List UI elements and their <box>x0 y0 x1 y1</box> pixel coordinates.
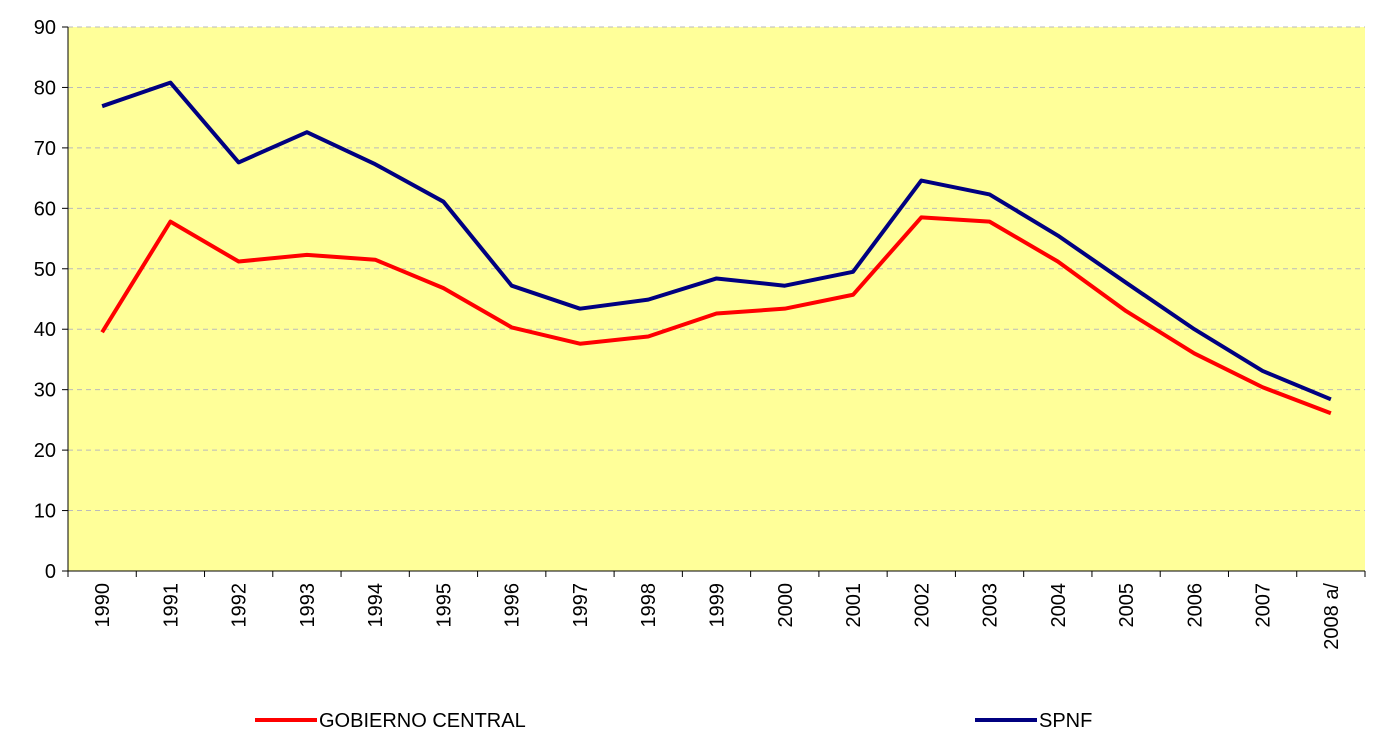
y-tick-label: 60 <box>34 198 56 220</box>
x-tick-label: 2002 <box>911 583 933 628</box>
x-tick-label: 1995 <box>433 583 455 628</box>
y-tick-label: 10 <box>34 501 56 523</box>
plot-area <box>68 27 1365 571</box>
x-tick-label: 2005 <box>1116 583 1138 628</box>
series-line <box>100 215 1332 416</box>
y-tick-label: 40 <box>34 319 56 341</box>
series-line <box>101 80 1332 402</box>
legend-label: SPNF <box>1039 710 1092 732</box>
x-tick-label: 2004 <box>1048 583 1070 628</box>
x-tick-label: 1994 <box>365 583 387 628</box>
x-tick-label: 1999 <box>707 583 729 628</box>
x-tick-label: 1996 <box>502 583 524 628</box>
x-tick-label: 1991 <box>160 583 182 628</box>
x-tick-label: 1998 <box>638 583 660 628</box>
y-tick-label: 70 <box>34 138 56 160</box>
x-tick-label: 2000 <box>775 583 797 628</box>
y-tick-label: 20 <box>34 440 56 462</box>
x-tick-label: 1997 <box>570 583 592 628</box>
y-tick-label: 50 <box>34 259 56 281</box>
y-tick-label: 90 <box>34 17 56 39</box>
legend-label: GOBIERNO CENTRAL <box>319 710 526 732</box>
x-tick-label: 2001 <box>843 583 865 628</box>
y-tick-label: 80 <box>34 77 56 99</box>
x-tick-label: 1990 <box>92 583 114 628</box>
x-tick-label: 1993 <box>297 583 319 628</box>
y-tick-label: 30 <box>34 380 56 402</box>
x-tick-label: 2006 <box>1184 583 1206 628</box>
x-tick-label: 1992 <box>229 583 251 628</box>
y-tick-label: 0 <box>45 561 56 583</box>
x-tick-label: 2003 <box>980 583 1002 628</box>
x-tick-label: 2008 a/ <box>1321 583 1343 650</box>
x-tick-label: 2007 <box>1253 583 1275 628</box>
